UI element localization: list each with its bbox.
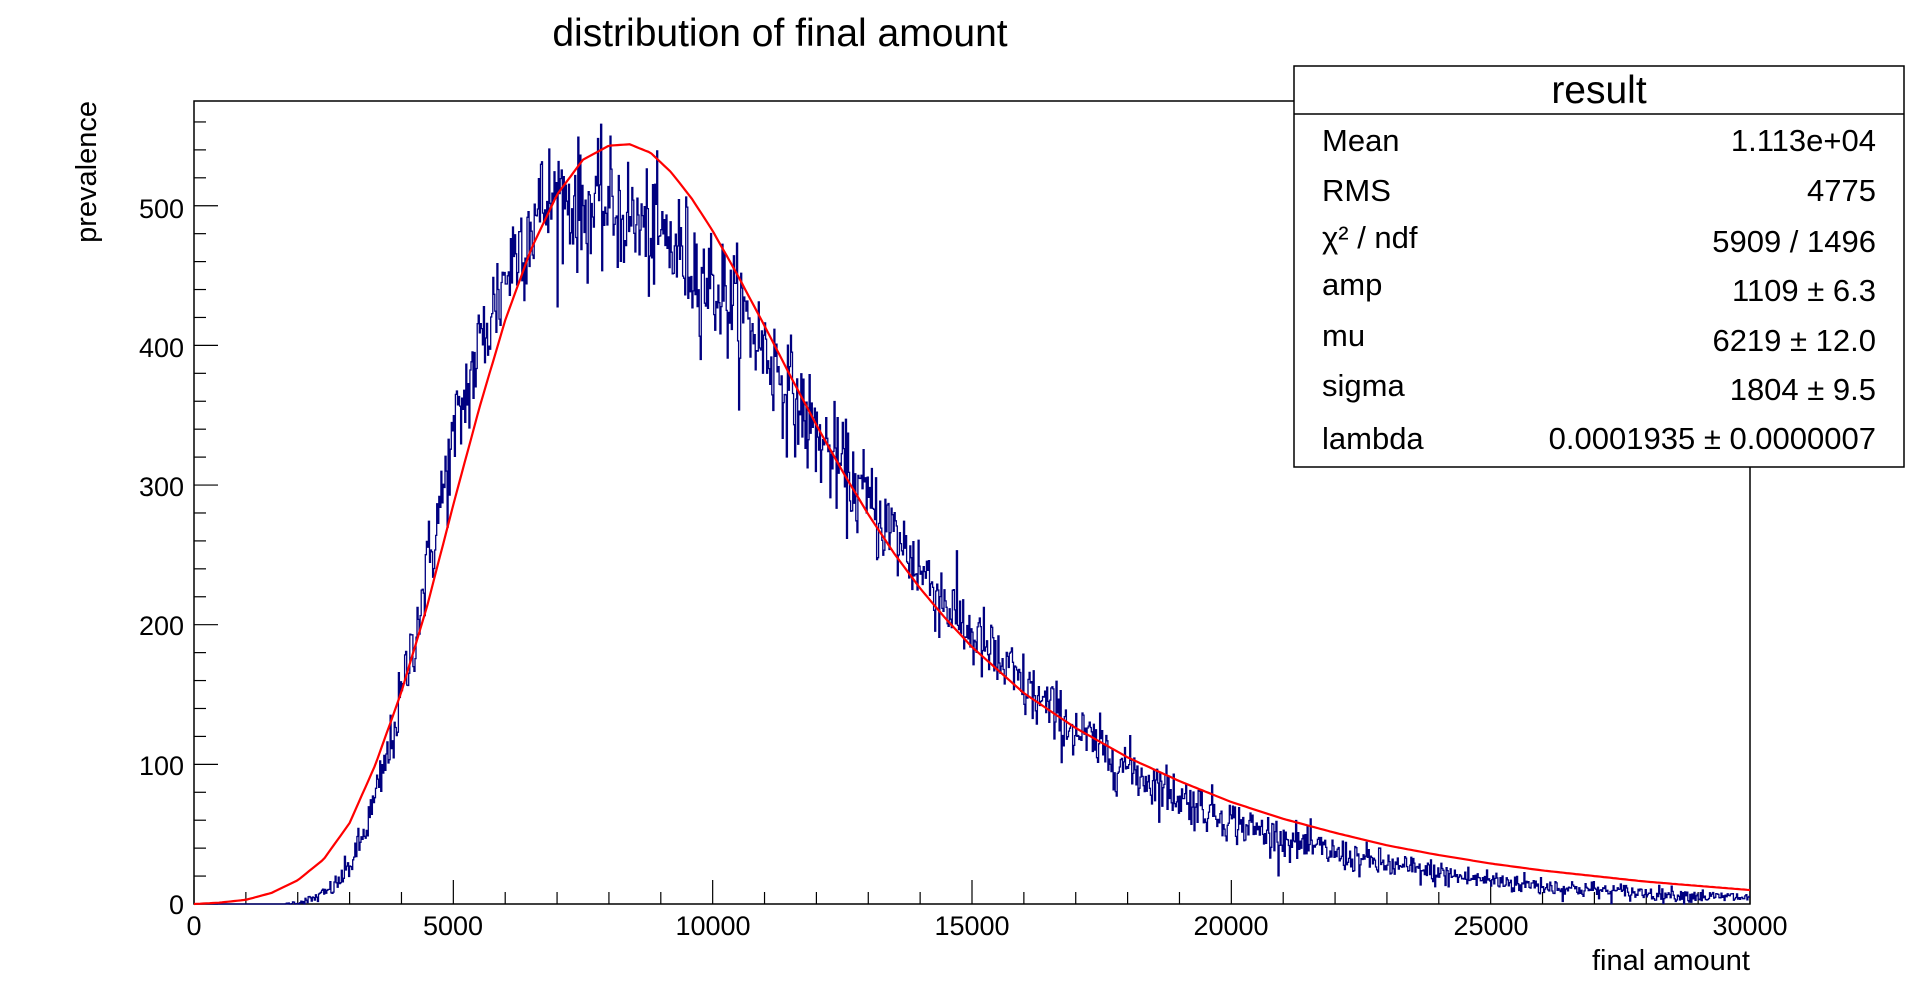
stats-value-sigma: 1804 ± 9.5 — [1730, 372, 1876, 407]
stats-name-sigma: sigma — [1322, 368, 1405, 403]
histogram-series — [194, 123, 1750, 905]
y-tick-label: 500 — [139, 194, 184, 224]
x-tick-label: 10000 — [675, 911, 750, 941]
stats-value-amp: 1109 ± 6.3 — [1732, 273, 1876, 308]
y-axis-label: prevalence — [71, 101, 103, 243]
fit-curve — [193, 143, 1751, 906]
stats-box-title: result — [1551, 69, 1647, 112]
x-tick-label: 0 — [186, 911, 201, 941]
stats-box: result Mean 1.113e+04 RMS 4775 χ² / ndf … — [1293, 65, 1905, 468]
x-tick-labels: 0 5000 10000 15000 20000 25000 30000 — [186, 911, 1787, 941]
y-tick-labels: 0 100 200 300 400 500 — [139, 194, 184, 920]
stats-value-lambda: 0.0001935 ± 0.0000007 — [1549, 421, 1876, 456]
stats-value-mu: 6219 ± 12.0 — [1712, 323, 1876, 358]
x-tick-label: 30000 — [1712, 911, 1787, 941]
x-tick-label: 20000 — [1193, 911, 1268, 941]
stats-name-mu: mu — [1322, 318, 1365, 353]
x-tick-label: 25000 — [1453, 911, 1528, 941]
chart-title: distribution of final amount — [552, 12, 1007, 55]
stats-name-amp: amp — [1322, 267, 1382, 302]
y-tick-label: 300 — [139, 472, 184, 502]
y-tick-label: 100 — [139, 751, 184, 781]
y-tick-label: 400 — [139, 333, 184, 363]
y-tick-label: 0 — [169, 890, 184, 920]
x-tick-label: 15000 — [934, 911, 1009, 941]
stats-value-mean: 1.113e+04 — [1731, 123, 1876, 158]
stats-name-chi2: χ² / ndf — [1322, 220, 1418, 255]
stats-name-mean: Mean — [1322, 123, 1400, 158]
stats-box-frame — [1293, 65, 1905, 468]
stats-name-lambda: lambda — [1322, 421, 1424, 456]
stats-value-rms: 4775 — [1807, 173, 1876, 208]
x-tick-label: 5000 — [423, 911, 483, 941]
x-axis-label: final amount — [1592, 945, 1750, 977]
stats-name-rms: RMS — [1322, 173, 1391, 208]
stats-value-chi2: 5909 / 1496 — [1712, 224, 1876, 259]
y-tick-label: 200 — [139, 611, 184, 641]
y-axis — [194, 121, 218, 905]
